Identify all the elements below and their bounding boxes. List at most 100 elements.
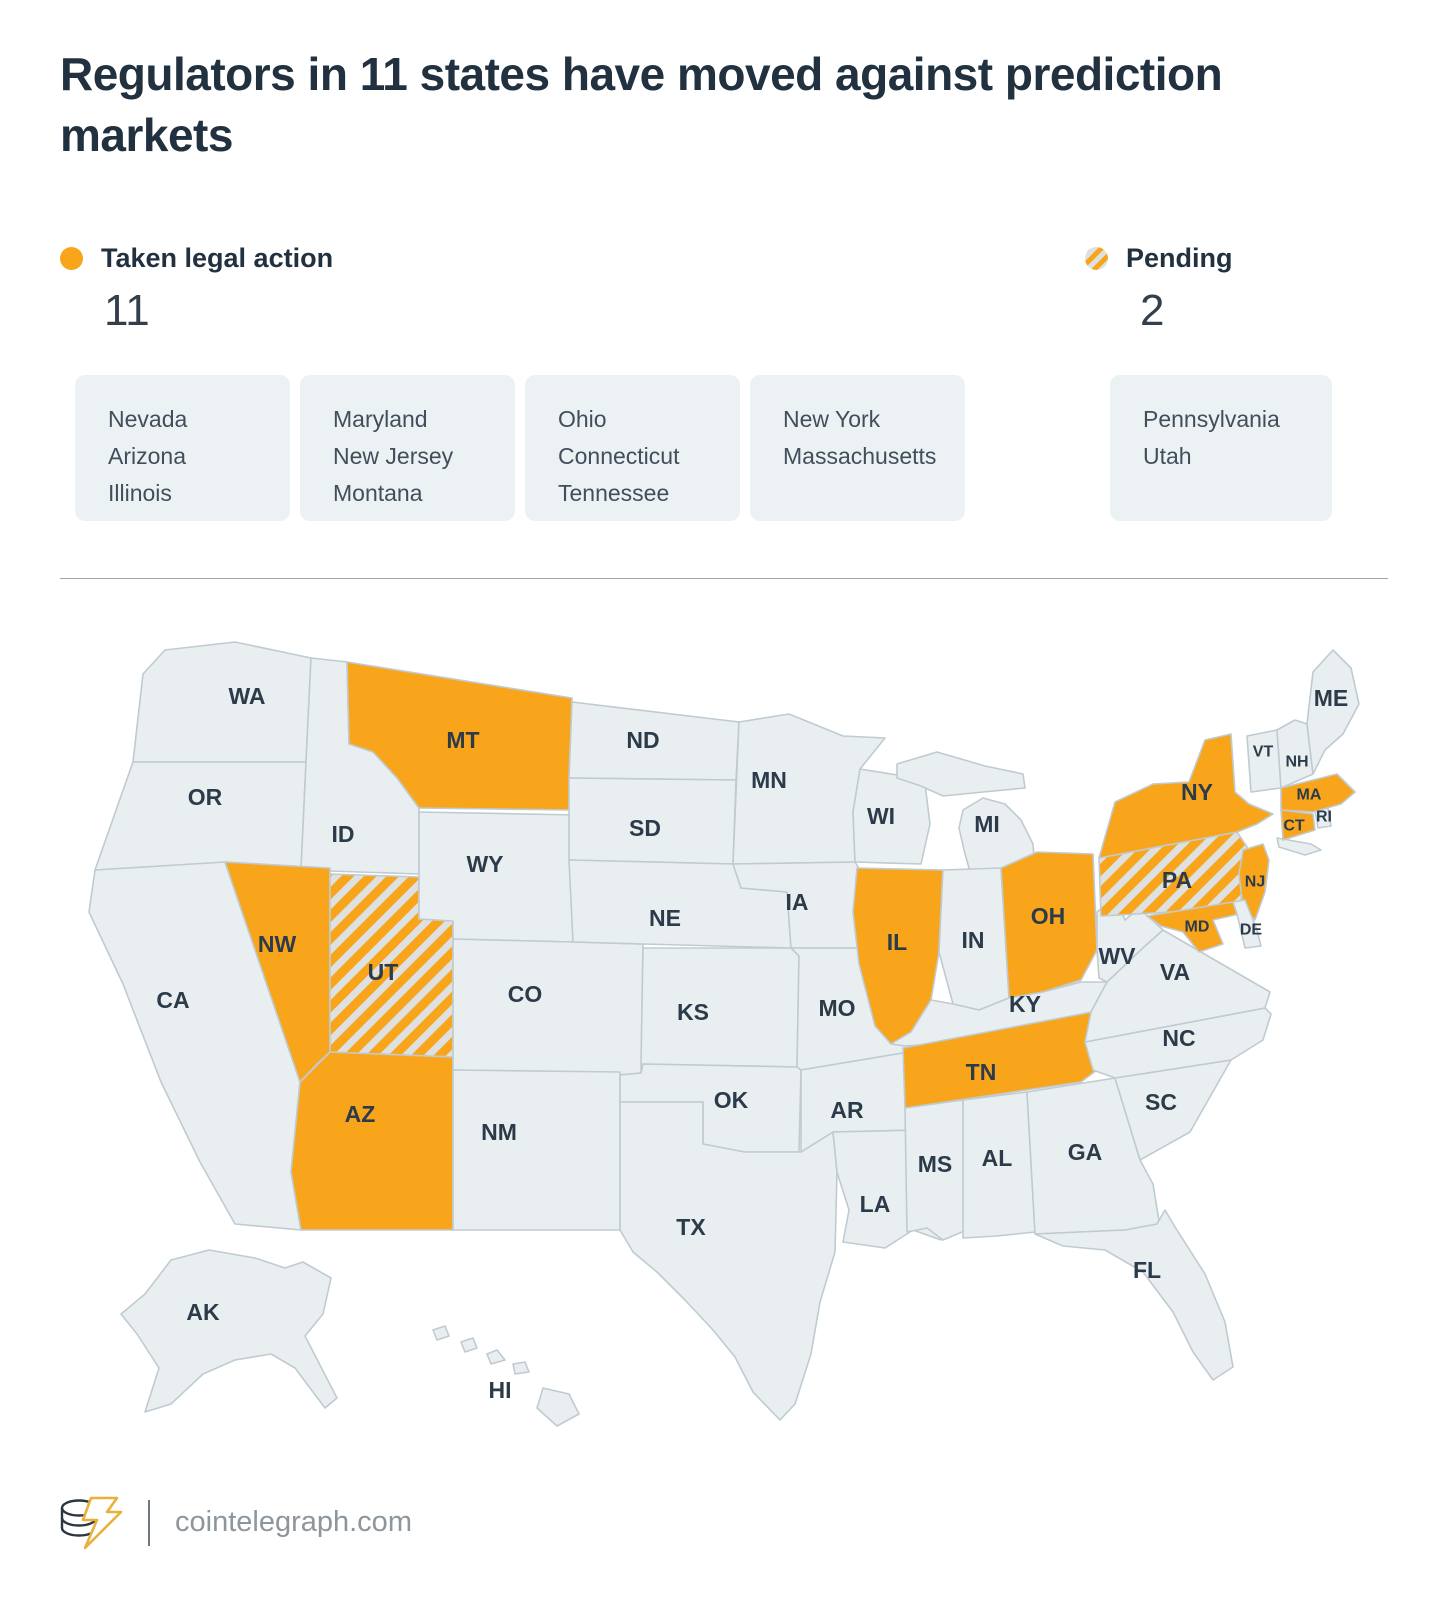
pending-swatch-icon xyxy=(1085,247,1108,270)
taken-legal-action-count: 11 xyxy=(104,286,150,335)
state-nj xyxy=(1238,843,1270,921)
state-label-hi: HI xyxy=(489,1377,512,1403)
state-label-il: IL xyxy=(887,929,907,955)
state-name: Illinois xyxy=(108,480,172,506)
state-fl xyxy=(1034,1209,1234,1381)
state-label-sc: SC xyxy=(1145,1089,1177,1115)
state-label-nd: ND xyxy=(626,727,659,753)
state-label-la: LA xyxy=(860,1191,891,1217)
state-label-ma: MA xyxy=(1297,787,1322,804)
state-label-co: CO xyxy=(508,981,543,1007)
taken-legal-action-swatch-icon xyxy=(60,247,83,270)
state-name: Massachusetts xyxy=(783,443,937,469)
state-label-wi: WI xyxy=(867,803,895,829)
state-label-md: MD xyxy=(1185,919,1210,936)
state-me xyxy=(1306,649,1360,775)
state-label-sd: SD xyxy=(629,815,661,841)
state-name: Connecticut xyxy=(558,443,680,469)
state-ma xyxy=(1280,773,1356,813)
state-label-nj: NJ xyxy=(1245,874,1265,891)
state-label-ia: IA xyxy=(786,889,809,915)
state-label-ak: AK xyxy=(186,1299,220,1325)
state-or xyxy=(94,761,307,871)
state-label-pa: PA xyxy=(1162,867,1192,893)
section-divider xyxy=(60,578,1388,579)
state-name: New Jersey xyxy=(333,443,454,469)
state-ks xyxy=(640,947,800,1068)
state-label-wv: WV xyxy=(1098,943,1136,969)
state-name: Arizona xyxy=(108,443,186,469)
footer-site-label: cointelegraph.com xyxy=(175,1506,412,1538)
state-tn xyxy=(902,1007,1114,1109)
state-label-mn: MN xyxy=(751,767,787,793)
state-label-tx: TX xyxy=(676,1214,706,1240)
action-states-box-3: Ohio Connecticut Tennessee xyxy=(525,375,740,521)
state-de xyxy=(1232,899,1262,949)
state-hi xyxy=(432,1325,580,1427)
state-label-ga: GA xyxy=(1068,1139,1103,1165)
state-name: New York xyxy=(783,406,881,432)
state-label-al: AL xyxy=(982,1145,1013,1171)
state-label-or: OR xyxy=(188,784,223,810)
state-label-ky: KY xyxy=(1009,991,1041,1017)
state-label-az: AZ xyxy=(345,1101,376,1127)
state-label-ut: UT xyxy=(368,959,399,985)
state-name: Nevada xyxy=(108,406,188,432)
state-label-ca: CA xyxy=(156,987,189,1013)
state-name: Ohio xyxy=(558,406,607,432)
state-label-wa: WA xyxy=(228,683,265,709)
state-label-nc: NC xyxy=(1162,1025,1195,1051)
state-tx xyxy=(619,1101,838,1421)
state-label-ct: CT xyxy=(1283,818,1305,835)
state-label-de: DE xyxy=(1240,922,1263,939)
cointelegraph-logo-icon xyxy=(60,1496,123,1550)
taken-legal-action-label: Taken legal action xyxy=(101,243,334,273)
state-label-wy: WY xyxy=(466,851,503,877)
pending-count: 2 xyxy=(1140,286,1165,335)
state-label-id: ID xyxy=(332,821,355,847)
state-name: Tennessee xyxy=(558,480,670,506)
state-nm xyxy=(452,1069,621,1231)
long-island xyxy=(1276,837,1322,856)
pending-states-box: Pennsylvania Utah xyxy=(1110,375,1332,521)
state-wa xyxy=(132,641,312,763)
state-label-mi: MI xyxy=(974,811,1000,837)
pending-label: Pending xyxy=(1126,243,1233,273)
state-label-va: VA xyxy=(1160,959,1190,985)
state-label-ne: NE xyxy=(649,905,681,931)
state-name: Pennsylvania xyxy=(1143,406,1280,432)
state-label-ri: RI xyxy=(1316,809,1332,826)
state-label-ny: NY xyxy=(1181,779,1213,805)
state-nc xyxy=(1084,1007,1272,1079)
state-name: Utah xyxy=(1143,443,1192,469)
legend-pending: Pending xyxy=(1085,243,1233,274)
state-label-vt: VT xyxy=(1253,744,1274,761)
state-ny xyxy=(1098,733,1274,859)
state-label-ms: MS xyxy=(918,1151,953,1177)
action-states-box-4: New York Massachusetts xyxy=(750,375,965,521)
state-az xyxy=(290,1051,454,1231)
state-co xyxy=(452,938,644,1076)
state-label-me: ME xyxy=(1314,685,1349,711)
page-title: Regulators in 11 states have moved again… xyxy=(60,48,1223,161)
state-label-mo: MO xyxy=(818,995,855,1021)
state-ak xyxy=(120,1249,338,1413)
state-label-nh: NH xyxy=(1285,754,1308,771)
state-label-fl: FL xyxy=(1133,1257,1161,1283)
action-states-box-2: Maryland New Jersey Montana xyxy=(300,375,515,521)
state-mi-upper xyxy=(896,751,1026,797)
state-vt xyxy=(1246,729,1282,793)
state-name: Maryland xyxy=(333,406,428,432)
state-label-ks: KS xyxy=(677,999,709,1025)
state-label-ok: OK xyxy=(714,1087,749,1113)
state-name: Montana xyxy=(333,480,423,506)
state-al xyxy=(962,1091,1036,1239)
state-label-oh: OH xyxy=(1031,903,1066,929)
state-label-nm: NM xyxy=(481,1119,517,1145)
action-states-box-1: Nevada Arizona Illinois xyxy=(75,375,290,521)
state-label-tn: TN xyxy=(966,1059,997,1085)
legend-taken-legal-action: Taken legal action xyxy=(60,243,333,274)
state-label-ar: AR xyxy=(830,1097,864,1123)
state-label-nv: NW xyxy=(258,931,297,957)
